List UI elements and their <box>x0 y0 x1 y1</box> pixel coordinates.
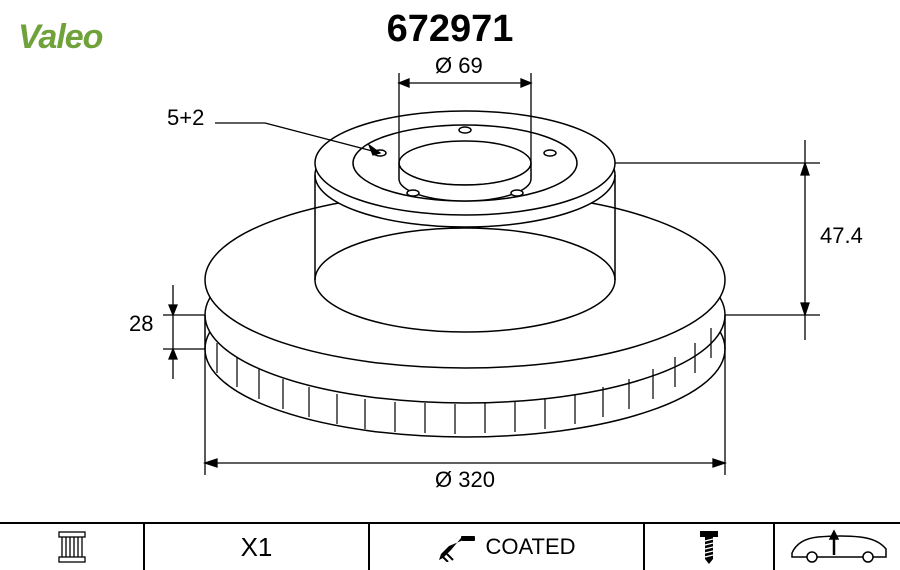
part-number: 672971 <box>387 8 514 51</box>
footer-coated-cell: COATED <box>370 524 645 570</box>
coated-label: COATED <box>485 534 575 560</box>
footer-disc-icon-cell <box>0 524 145 570</box>
brush-icon <box>437 532 477 562</box>
dim-holes: 5+2 <box>167 105 204 131</box>
technical-drawing: Ø 69 5+2 28 47.4 Ø 320 <box>155 55 875 505</box>
dim-thickness: 28 <box>129 311 153 337</box>
car-front-icon <box>788 529 888 565</box>
bolt-icon <box>694 529 724 565</box>
footer-bolt-cell <box>645 524 775 570</box>
dim-bore: Ø 69 <box>435 53 483 79</box>
dim-outer: Ø 320 <box>435 467 495 493</box>
brand-logo: Valeo <box>18 18 102 57</box>
dim-hat-height: 47.4 <box>820 223 863 249</box>
footer-quantity: X1 <box>145 524 370 570</box>
footer-car-cell <box>775 524 900 570</box>
footer-bar: X1 COATED <box>0 522 900 570</box>
vented-disc-icon <box>53 530 91 564</box>
